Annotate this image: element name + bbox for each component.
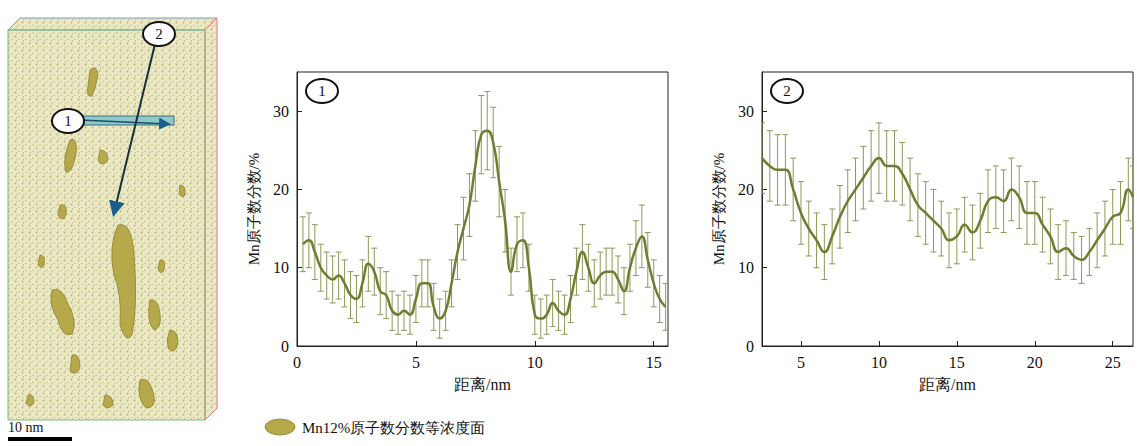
svg-text:距离/nm: 距离/nm — [454, 376, 511, 393]
svg-text:距离/nm: 距离/nm — [919, 376, 976, 393]
svg-text:30: 30 — [738, 103, 754, 120]
svg-text:10: 10 — [738, 259, 754, 276]
svg-text:Mn原子数分数/%: Mn原子数分数/% — [246, 153, 262, 266]
svg-text:0: 0 — [746, 338, 754, 355]
svg-text:10 nm: 10 nm — [8, 420, 44, 435]
svg-text:2: 2 — [783, 83, 791, 99]
svg-text:20: 20 — [1027, 354, 1043, 371]
svg-text:10: 10 — [527, 354, 543, 371]
svg-text:2: 2 — [155, 26, 163, 42]
svg-text:15: 15 — [949, 354, 965, 371]
svg-text:20: 20 — [738, 181, 754, 198]
svg-text:20: 20 — [273, 181, 289, 198]
svg-text:1: 1 — [318, 83, 326, 99]
svg-text:5: 5 — [412, 354, 420, 371]
svg-text:10: 10 — [273, 259, 289, 276]
svg-text:Mn12%原子数分数等浓度面: Mn12%原子数分数等浓度面 — [302, 420, 485, 436]
svg-text:30: 30 — [273, 103, 289, 120]
svg-text:10: 10 — [871, 354, 887, 371]
svg-text:5: 5 — [797, 354, 805, 371]
svg-text:25: 25 — [1105, 354, 1121, 371]
svg-text:Mn原子数分数/%: Mn原子数分数/% — [711, 153, 727, 266]
svg-text:15: 15 — [646, 354, 662, 371]
svg-text:0: 0 — [293, 354, 301, 371]
svg-text:1: 1 — [64, 113, 72, 129]
svg-text:0: 0 — [281, 338, 289, 355]
